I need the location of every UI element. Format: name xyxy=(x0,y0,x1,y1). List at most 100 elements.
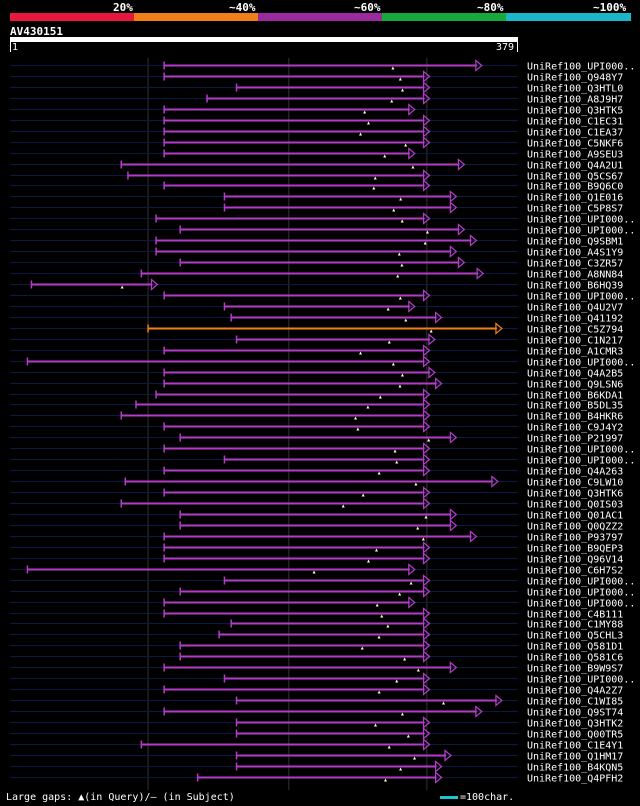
gap-marker xyxy=(399,197,403,201)
hit-label: UniRef100_UPI000.. xyxy=(527,62,635,73)
gap-marker xyxy=(396,274,400,278)
hit-arrow xyxy=(422,607,431,620)
hit-arrow xyxy=(422,453,431,466)
hit-arrow xyxy=(434,377,443,390)
gap-marker xyxy=(383,154,387,158)
gap-marker xyxy=(403,657,407,661)
hit-label: UniRef100_UPI000.. xyxy=(527,675,635,686)
gap-marker xyxy=(395,679,399,683)
hit-label: UniRef100_A8J9H7 xyxy=(527,95,623,106)
hit-label: UniRef100_B9Q6C0 xyxy=(527,182,623,193)
hit-label: UniRef100_C3ZR57 xyxy=(527,259,623,270)
gap-marker xyxy=(366,121,370,125)
gap-marker xyxy=(425,230,429,234)
hit-label: UniRef100_A1CMR3 xyxy=(527,347,623,358)
hit-arrow xyxy=(422,738,431,751)
hit-label: UniRef100_UPI000.. xyxy=(527,215,635,226)
gap-marker xyxy=(416,526,420,530)
hit-label: UniRef100_B9QEP3 xyxy=(527,544,623,555)
hit-arrow xyxy=(422,574,431,587)
hit-label: UniRef100_Q3HTL0 xyxy=(527,84,623,95)
hit-label: UniRef100_Q3HTK2 xyxy=(527,719,623,730)
hit-label: UniRef100_P93797 xyxy=(527,533,623,544)
gap-marker xyxy=(391,66,395,70)
gap-marker xyxy=(341,504,345,508)
hit-label: UniRef100_Q948Y7 xyxy=(527,73,623,84)
hit-label: UniRef100_Q4A2B5 xyxy=(527,369,623,380)
gap-marker xyxy=(377,635,381,639)
hit-label: UniRef100_Q96V14 xyxy=(527,555,623,566)
hit-arrow xyxy=(491,475,499,488)
hit-label: UniRef100_UPI000.. xyxy=(527,292,635,303)
gap-marker xyxy=(312,570,316,574)
scale-text: =100char. xyxy=(460,792,515,803)
gap-marker xyxy=(387,745,391,749)
gap-marker xyxy=(375,603,379,607)
hit-arrow xyxy=(449,201,458,214)
gap-marker xyxy=(378,395,382,399)
gap-marker xyxy=(404,143,408,147)
legend-swatch-cyan xyxy=(506,13,631,21)
hit-label: UniRef100_Q0QZZ2 xyxy=(527,522,623,533)
hit-label: UniRef100_Q3HTK6 xyxy=(527,489,623,500)
ruler-start-tick xyxy=(10,42,11,52)
hit-arrow xyxy=(422,552,431,565)
gap-marker xyxy=(400,373,404,377)
hit-label: UniRef100_C1MY88 xyxy=(527,620,623,631)
gap-marker xyxy=(386,624,390,628)
hit-label: UniRef100_UPI000.. xyxy=(527,588,635,599)
hit-arrow xyxy=(422,585,431,598)
hit-arrow xyxy=(422,541,431,554)
hit-arrow xyxy=(422,727,431,740)
gap-marker xyxy=(373,723,377,727)
hit-label: UniRef100_C5NKF6 xyxy=(527,139,623,150)
hit-label: UniRef100_Q1E016 xyxy=(527,193,623,204)
hit-arrow xyxy=(422,179,431,192)
hit-arrow xyxy=(422,420,431,433)
hit-arrow xyxy=(422,398,431,411)
gap-marker xyxy=(387,340,391,344)
gap-marker xyxy=(399,767,403,771)
hit-label: UniRef100_Q00TR5 xyxy=(527,730,623,741)
ruler-end-label: 379 xyxy=(496,42,515,53)
scale-legend: =100char. xyxy=(440,792,514,803)
hit-arrow xyxy=(434,311,443,324)
gap-marker xyxy=(400,263,404,267)
legend-label-40: ~40% xyxy=(229,1,256,14)
hit-label: UniRef100_Q4A2Z7 xyxy=(527,686,623,697)
gap-marker xyxy=(423,241,427,245)
hit-label: UniRef100_Q5CHL3 xyxy=(527,631,623,642)
gap-marker xyxy=(359,351,363,355)
gap-marker xyxy=(393,449,397,453)
hit-label: UniRef100_Q01AC1 xyxy=(527,511,623,522)
gap-marker xyxy=(395,460,399,464)
gap-marker xyxy=(360,646,364,650)
hit-arrow xyxy=(408,147,416,160)
query-ruler xyxy=(10,37,518,42)
hit-arrow xyxy=(422,70,431,83)
scale-bar xyxy=(440,795,458,799)
hit-arrow xyxy=(422,409,431,422)
hit-label: UniRef100_Q581D1 xyxy=(527,642,623,653)
hit-label: UniRef100_P21997 xyxy=(527,434,623,445)
gap-marker xyxy=(391,362,395,366)
hit-label: UniRef100_Q0IS03 xyxy=(527,500,623,511)
gap-marker xyxy=(397,252,401,256)
hit-label: UniRef100_Q9SBM1 xyxy=(527,237,623,248)
hit-label: UniRef100_C9LW10 xyxy=(527,478,623,489)
gap-marker xyxy=(398,77,402,81)
legend-swatch-green xyxy=(382,13,506,21)
hit-arrow xyxy=(408,563,416,576)
hit-label: UniRef100_Q4A2U1 xyxy=(527,161,623,172)
legend-swatch-red xyxy=(10,13,134,21)
hit-arrow xyxy=(422,486,431,499)
hit-label: UniRef100_Q4PFH2 xyxy=(527,774,623,785)
hit-arrow xyxy=(449,661,458,674)
ruler-end-tick xyxy=(517,42,518,52)
hit-arrow xyxy=(444,749,452,762)
gap-marker xyxy=(427,438,431,442)
gap-marker xyxy=(374,548,378,552)
hit-label: UniRef100_UPI000.. xyxy=(527,226,635,237)
hit-arrow xyxy=(422,125,431,138)
hit-arrow xyxy=(476,267,485,280)
